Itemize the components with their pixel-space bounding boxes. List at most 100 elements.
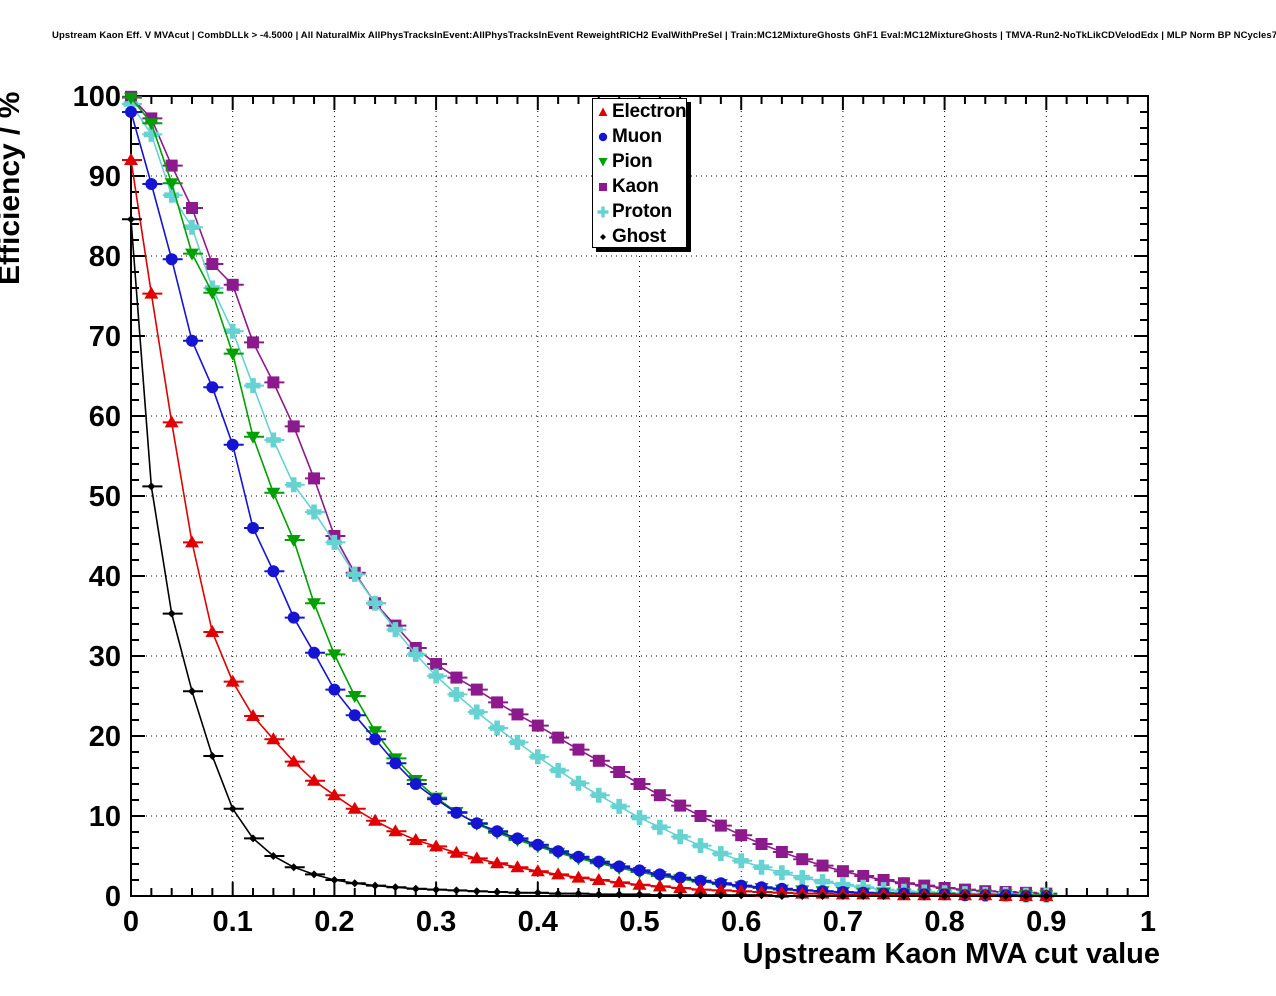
data-point-square [165, 159, 178, 172]
data-point-square [674, 799, 687, 812]
data-point-square [857, 870, 870, 882]
data-point-circle [369, 733, 382, 746]
data-point-circle [206, 381, 219, 394]
data-point-cross [611, 798, 627, 814]
data-point-circle [247, 522, 260, 534]
data-point-circle [226, 438, 239, 451]
series-pion [122, 92, 1058, 903]
plot-title: Upstream Kaon Eff. V MVAcut | CombDLLk >… [52, 30, 1276, 41]
data-point-triangle-up [571, 870, 586, 883]
y-tick-label: 50 [89, 481, 121, 513]
data-point-triangle-up [510, 860, 525, 873]
data-point-cross [164, 187, 180, 203]
square-icon [599, 182, 607, 191]
data-point-dot [554, 889, 563, 898]
data-point-dot [676, 891, 685, 900]
legend-label: Kaon [612, 176, 659, 197]
data-point-triangle-up [429, 839, 444, 852]
legend-label: Ghost [612, 226, 666, 247]
y-tick-label: 30 [89, 641, 121, 673]
data-point-dot [1042, 892, 1051, 900]
series-line [130, 97, 1047, 896]
data-point-dot [1001, 892, 1010, 900]
data-point-dot [147, 482, 156, 491]
data-point-circle [145, 178, 158, 190]
data-point-circle [328, 683, 341, 696]
data-point-triangle-up [368, 813, 383, 826]
data-point-square [613, 766, 626, 778]
y-tick-label: 100 [73, 81, 121, 113]
x-tick-label: 1 [1140, 906, 1156, 938]
data-point-triangle-down [185, 248, 200, 261]
data-point-cross [632, 810, 647, 826]
data-point-square [897, 877, 910, 890]
data-point-triangle-up [144, 286, 159, 299]
legend-entry-pion[interactable]: Pion [593, 149, 686, 174]
data-point-triangle-down [266, 487, 281, 500]
legend-marker [595, 202, 611, 222]
data-point-cross [306, 504, 322, 520]
data-point-square [226, 278, 239, 291]
legend-entry-electron[interactable]: Electron [593, 99, 687, 124]
data-point-cross [489, 720, 505, 736]
legend-entry-muon[interactable]: Muon [593, 124, 686, 149]
data-point-triangle-up [327, 788, 342, 801]
data-point-dot [289, 863, 298, 872]
legend-label: Muon [612, 126, 662, 147]
data-point-square [572, 743, 585, 756]
legend-marker [595, 127, 611, 147]
x-tick-label: 0.8 [924, 906, 964, 938]
data-point-triangle-up [734, 884, 749, 897]
data-point-circle [125, 106, 137, 118]
data-point-triangle-down [347, 691, 362, 703]
data-point-dot [635, 890, 644, 899]
data-point-circle [389, 757, 402, 770]
data-point-dot [879, 892, 888, 900]
data-point-triangle-up [652, 879, 667, 892]
data-point-triangle-up [693, 882, 708, 895]
y-tick-label: 0 [105, 881, 121, 913]
data-point-dot [981, 892, 990, 900]
data-point-dot [472, 887, 481, 896]
x-tick-label: 0.9 [1026, 906, 1066, 938]
data-point-cross [245, 378, 261, 394]
data-point-cross [733, 853, 749, 869]
data-point-dot [350, 879, 359, 888]
data-point-square [836, 865, 849, 878]
legend-entry-proton[interactable]: Proton [593, 199, 686, 224]
data-point-triangle-up [713, 883, 728, 896]
data-point-square [633, 778, 646, 790]
series-line [130, 103, 1047, 896]
data-point-triangle-up [185, 535, 200, 548]
data-point-cross [367, 595, 383, 611]
data-point-triangle-up [124, 153, 138, 165]
x-tick-label: 0.1 [213, 906, 253, 938]
data-point-dot [452, 886, 461, 895]
series-line [130, 159, 1047, 897]
legend-entry-ghost[interactable]: Ghost [593, 224, 686, 249]
data-point-triangle-up [530, 864, 545, 877]
x-tick-label: 0.3 [416, 906, 456, 938]
data-point-triangle-up [774, 885, 789, 898]
data-point-triangle-up [205, 625, 220, 637]
data-point-triangle-up [591, 873, 606, 885]
data-point-square [531, 719, 544, 732]
data-point-circle [592, 855, 605, 868]
data-point-square [592, 754, 605, 767]
data-point-circle [348, 709, 361, 722]
data-point-dot [655, 891, 664, 900]
data-point-circle [165, 253, 178, 266]
y-tick-label: 40 [89, 561, 121, 593]
data-point-square [775, 846, 788, 858]
data-point-dot [940, 892, 949, 900]
legend-entry-kaon[interactable]: Kaon [593, 174, 686, 199]
data-point-circle [653, 868, 666, 881]
data-point-triangle-down [368, 726, 383, 739]
x-tick-label: 0.6 [721, 906, 761, 938]
data-point-square [247, 336, 260, 349]
y-tick-label: 20 [89, 721, 121, 753]
data-point-triangle-down [225, 348, 240, 361]
series-ghost [122, 215, 1058, 900]
